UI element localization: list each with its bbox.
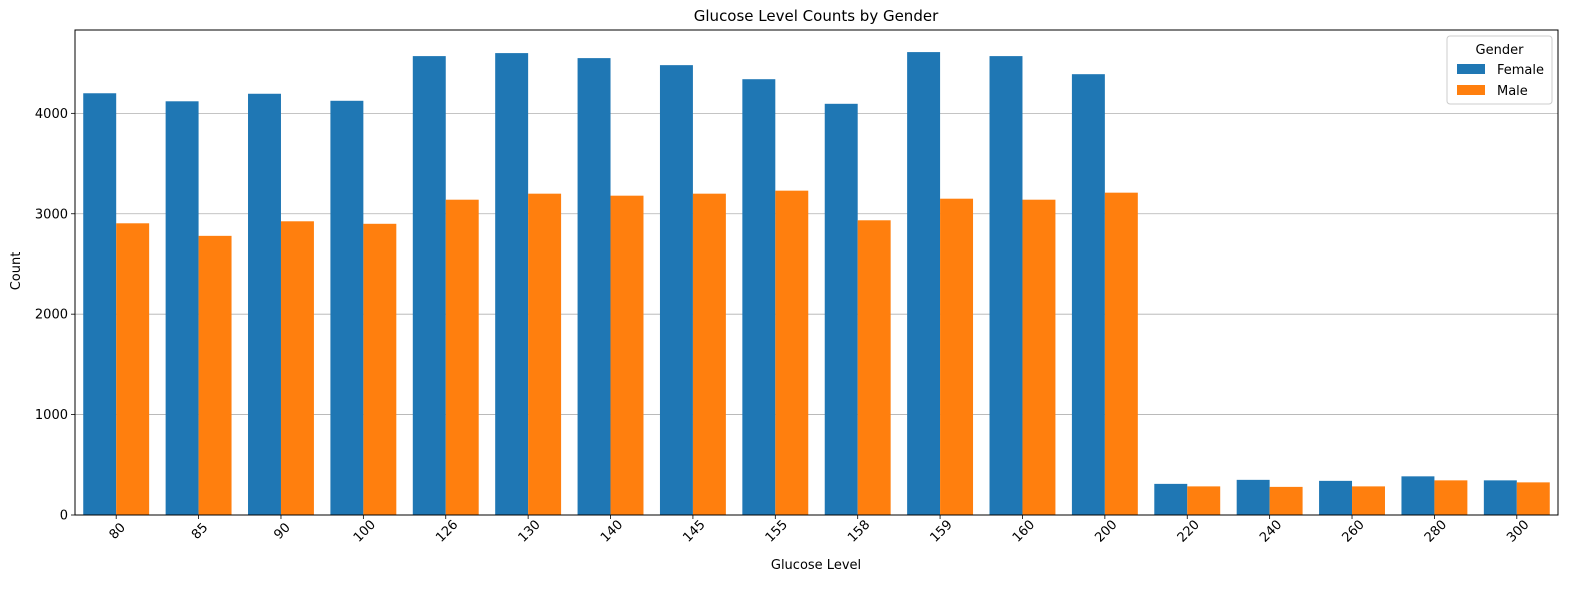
plot-frame (74, 29, 1559, 516)
bar-male (1269, 486, 1303, 515)
y-tick-label: 3000 (35, 207, 68, 222)
bar-male (775, 190, 809, 515)
bar-male (116, 223, 150, 515)
x-tick-label: 240 (1257, 517, 1285, 545)
y-tick-label: 2000 (35, 308, 68, 323)
legend-title: Gender (1476, 43, 1525, 58)
bar-male (1187, 486, 1221, 515)
x-tick-label: 220 (1175, 517, 1203, 545)
legend-swatch-female (1457, 64, 1485, 74)
bar-female (1236, 479, 1270, 515)
x-tick-label: 90 (271, 520, 293, 542)
bar-male (528, 193, 562, 516)
legend-label-female: Female (1497, 63, 1544, 78)
x-tick-label: 155 (763, 517, 791, 545)
x-tick-label: 280 (1422, 517, 1450, 545)
x-tick-label: 100 (351, 517, 379, 545)
bar-female (742, 79, 776, 516)
bar-female (412, 56, 446, 515)
legend-label-male: Male (1497, 84, 1528, 99)
y-axis-label: Count (9, 252, 24, 291)
x-tick-label: 159 (928, 517, 956, 545)
x-tick-label: 145 (680, 517, 708, 545)
bar-male (363, 223, 397, 515)
x-tick-label: 126 (433, 517, 461, 545)
x-tick-label: 80 (107, 520, 129, 542)
bar-female (824, 103, 858, 515)
legend: Gender Female Male (1446, 35, 1553, 105)
bar-male (940, 198, 974, 515)
bars (83, 52, 1550, 516)
x-ticks: 80 85 90 100 126 130 140 145 155 158 159 160 200 220 2… (107, 515, 1532, 546)
bar-male (1434, 480, 1468, 515)
bar-female (1071, 74, 1105, 516)
bar-male (1516, 482, 1550, 515)
x-tick-label: 200 (1092, 517, 1120, 545)
x-tick-label: 300 (1504, 517, 1532, 545)
bar-female (989, 56, 1023, 515)
bar-male (1104, 192, 1138, 515)
x-tick-label: 130 (516, 517, 544, 545)
bar-female (248, 93, 281, 515)
bar-male (1022, 199, 1056, 515)
x-tick-label: 158 (845, 517, 873, 545)
y-tick-label: 4000 (35, 107, 68, 122)
bar-female (495, 53, 529, 515)
bar-male (280, 221, 314, 515)
x-tick-label: 260 (1339, 517, 1367, 545)
bar-female (907, 52, 941, 516)
y-tick-label: 0 (60, 509, 68, 524)
chart-title: Glucose Level Counts by Gender (694, 7, 939, 25)
bar-male (610, 195, 644, 515)
y-ticks: 0 1000 2000 3000 4000 (35, 107, 75, 524)
x-tick-label: 160 (1010, 517, 1038, 545)
bar-male (1352, 486, 1385, 515)
bar-female (1154, 483, 1188, 515)
x-axis-label: Glucose Level (771, 558, 861, 573)
legend-swatch-male (1457, 85, 1485, 95)
bar-female (330, 100, 364, 515)
bar-female (165, 101, 199, 515)
bar-female (1401, 476, 1435, 515)
bar-female (1319, 480, 1353, 515)
y-tick-label: 1000 (35, 408, 68, 423)
bar-female (577, 58, 611, 516)
bar-female (83, 93, 117, 516)
bar-female (1483, 480, 1517, 515)
gridlines (75, 112, 1558, 415)
x-tick-label: 85 (189, 520, 211, 542)
bar-female (659, 65, 693, 515)
x-tick-label: 140 (598, 517, 626, 545)
bar-male (692, 193, 726, 516)
bar-male (198, 235, 232, 515)
bar-male (445, 199, 479, 515)
bar-male (857, 220, 891, 516)
